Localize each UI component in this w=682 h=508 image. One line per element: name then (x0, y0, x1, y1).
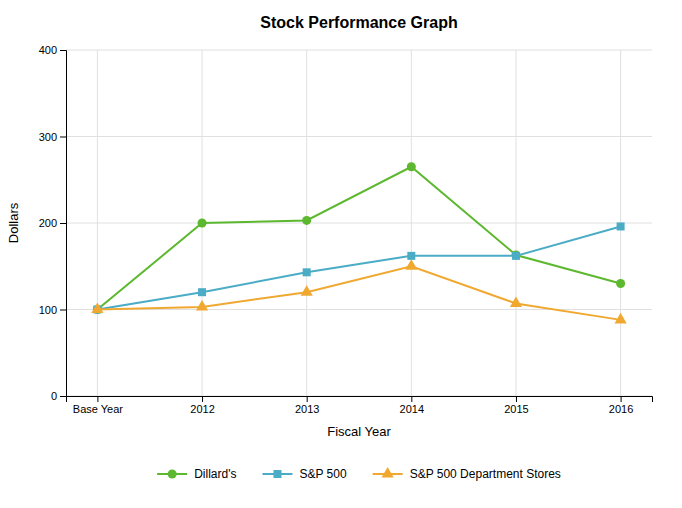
grid-line (411, 50, 412, 396)
point (512, 252, 520, 260)
tick: 0 (51, 390, 66, 402)
tick-label: 300 (39, 131, 57, 143)
grid-line (515, 50, 516, 396)
point (615, 313, 627, 324)
tick: 100 (39, 304, 66, 316)
point (405, 259, 417, 270)
grid-line (66, 50, 652, 51)
y-axis-title: Dollars (6, 202, 21, 243)
grid-line (66, 136, 652, 137)
tick-mark (60, 396, 66, 397)
series-line (97, 266, 620, 320)
legend-symbol (273, 470, 281, 478)
grid-line (66, 309, 652, 310)
tick: 2016 (609, 396, 633, 415)
tick-label: 400 (39, 44, 57, 56)
marks (91, 162, 626, 323)
tick-label: 2014 (400, 403, 424, 415)
point (198, 218, 207, 227)
tick-mark (411, 396, 412, 402)
tick: 200 (39, 217, 66, 229)
tick: 400 (39, 44, 66, 56)
tick-label: 100 (39, 304, 57, 316)
point (617, 222, 625, 230)
tick-label: 2013 (295, 403, 319, 415)
legend-symbol (382, 467, 394, 478)
x-axis-title: Fiscal Year (327, 424, 391, 439)
x-axis: Base Year 2012 2013 2014 2015 2016 (67, 396, 653, 415)
legend: Dillard's S&P 500 S&P 500 Department Store… (157, 467, 561, 481)
tick-mark (60, 50, 66, 51)
legend-label: S&P 500 (299, 467, 346, 481)
tick-label: 2016 (609, 403, 633, 415)
point (196, 300, 208, 311)
tick-label: 200 (39, 217, 57, 229)
legend-symbol (168, 469, 177, 478)
point (302, 216, 311, 225)
tick-mark (516, 396, 517, 402)
tick: 300 (39, 131, 66, 143)
tick-mark (621, 396, 622, 402)
tick: 2013 (295, 396, 319, 415)
grid-line (66, 223, 652, 224)
axis-line (60, 51, 67, 397)
legend-label: S&P 500 Department Stores (410, 467, 561, 481)
tick-mark (60, 137, 66, 138)
tick: Base Year (73, 396, 123, 415)
tick-mark (60, 310, 66, 311)
y-axis: 0 100 200 300 400 (39, 44, 67, 402)
point (510, 296, 522, 307)
grid (66, 50, 652, 396)
point (198, 288, 206, 296)
tick-mark (307, 396, 308, 402)
point (511, 250, 520, 259)
tick-label: 0 (51, 390, 57, 402)
chart: Base Year 2012 2013 2014 2015 2016 0 100 200 300 4… (0, 0, 682, 508)
plot: Base Year 2012 2013 2014 2015 2016 0 100 200 300 4… (6, 44, 653, 439)
series-line (97, 167, 620, 310)
tick: 2015 (504, 396, 528, 415)
tick-mark (60, 223, 66, 224)
grid-line (97, 50, 98, 396)
legend-label: Dillard's (194, 467, 236, 481)
tick-label: 2012 (190, 403, 214, 415)
point (407, 162, 416, 171)
point (301, 285, 313, 296)
legend-item: Dillard's (157, 467, 236, 481)
legend-item: S&P 500 Department Stores (373, 467, 561, 481)
point (407, 252, 415, 260)
point (616, 279, 625, 288)
tick-label: Base Year (73, 403, 123, 415)
series-line (97, 226, 620, 309)
point (91, 302, 103, 313)
axis-line (67, 397, 653, 403)
legend-item: S&P 500 (262, 467, 346, 481)
tick: 2012 (190, 396, 214, 415)
point (303, 268, 311, 276)
title: Stock Performance Graph (260, 14, 457, 31)
tick-label: 2015 (504, 403, 528, 415)
tick-mark (202, 396, 203, 402)
tick: 2014 (400, 396, 424, 415)
tick-mark (97, 396, 98, 402)
